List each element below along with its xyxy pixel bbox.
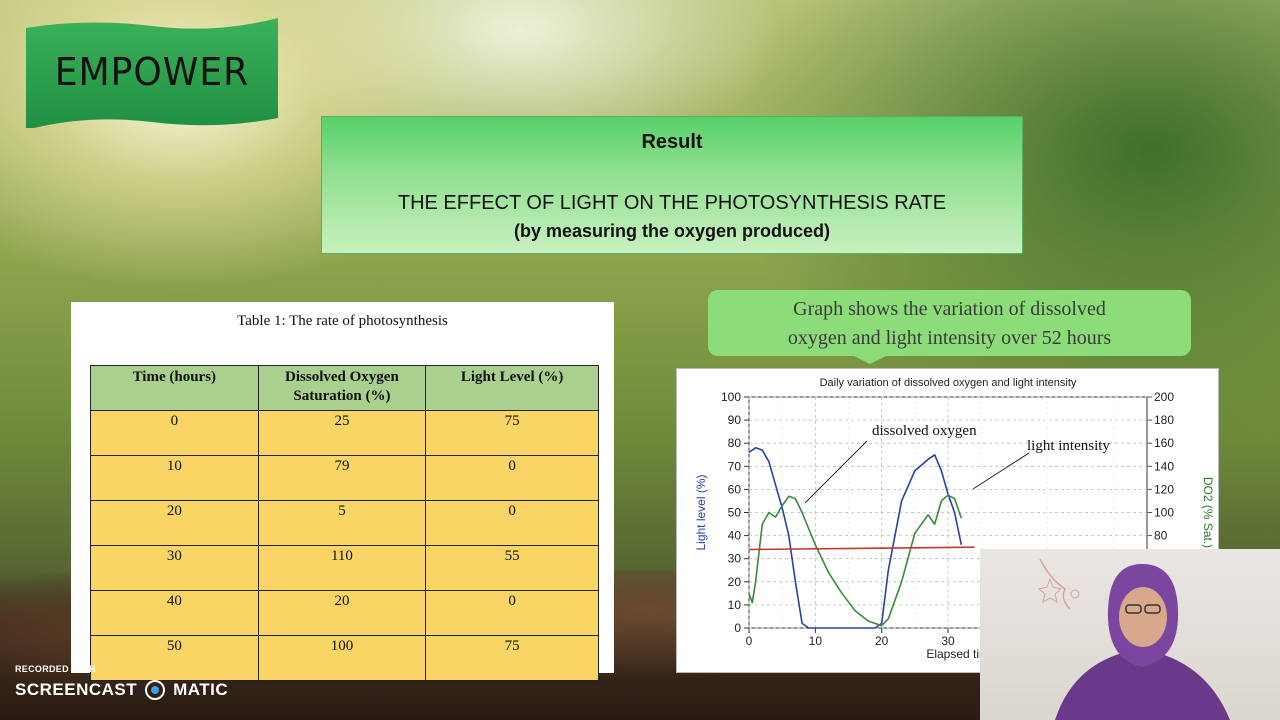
x-tick-label: 20 [875, 634, 889, 648]
table-cell: 40 [90, 590, 259, 636]
y-tick-label: 40 [728, 529, 742, 543]
graph-callout: Graph shows the variation of dissolved o… [708, 290, 1191, 356]
y2-tick-label: 140 [1154, 459, 1174, 473]
y-tick-label: 50 [728, 506, 742, 520]
watermark-brand-right: MATIC [173, 680, 229, 699]
callout-line-2: oxygen and light intensity over 52 hours [787, 327, 1112, 349]
column-header-oxygen: Dissolved Oxygen Saturation (%) [257, 365, 427, 411]
table-cell: 5 [257, 500, 427, 546]
y2-tick-label: 200 [1154, 390, 1174, 404]
dissolved-oxygen-line [748, 494, 963, 627]
photosynthesis-table: Time (hours) Dissolved Oxygen Saturation… [90, 365, 599, 681]
y-tick-label: 70 [728, 459, 742, 473]
table-caption: Table 1: The rate of photosynthesis [237, 313, 448, 329]
callout-tail [850, 354, 890, 364]
table-cell: 75 [425, 635, 599, 681]
presenter-video [1037, 558, 1230, 720]
table-row: 0 25 75 [90, 410, 599, 456]
y-tick-label: 90 [728, 413, 742, 427]
record-dot-icon [145, 680, 166, 700]
y2-tick-label: 160 [1154, 436, 1174, 450]
y-axis-label: Light level (%) [694, 474, 708, 550]
slide-title: THE EFFECT OF LIGHT ON THE PHOTOSYNTHESI… [397, 192, 947, 214]
table-row: 40 20 0 [90, 590, 599, 636]
watermark-brand-left: SCREENCAST [15, 680, 138, 699]
column-header-time: Time (hours) [90, 365, 259, 411]
result-title-box: Result THE EFFECT OF LIGHT ON THE PHOTOS… [321, 116, 1023, 254]
wall-decoration-icon [1037, 558, 1080, 610]
screencast-watermark: RECORDED WITH SCREENCAST MATIC [15, 664, 228, 700]
table-cell: 20 [257, 590, 427, 636]
table-row: 20 5 0 [90, 500, 599, 546]
x-tick-label: 30 [941, 634, 955, 648]
y2-axis-label: DO2 (% Sat.) [1201, 477, 1215, 548]
table-cell: 20 [90, 500, 259, 546]
y-tick-label: 60 [728, 482, 742, 496]
y2-tick-label: 80 [1154, 529, 1168, 543]
table-cell: 79 [257, 455, 427, 501]
light-intensity-line [748, 447, 963, 629]
y2-tick-label: 180 [1154, 413, 1174, 427]
table-row: 50 100 75 [90, 635, 599, 681]
y-tick-label: 100 [721, 390, 741, 404]
table-row: 30 110 55 [90, 545, 599, 591]
table-cell: 30 [90, 545, 259, 591]
slide-subtitle: (by measuring the oxygen produced) [513, 221, 831, 241]
callout-line-1: Graph shows the variation of dissolved [793, 298, 1106, 320]
table-cell: 0 [425, 455, 599, 501]
annotation-pointer [804, 440, 868, 504]
y-tick-label: 80 [728, 436, 742, 450]
x-tick-label: 10 [809, 634, 823, 648]
chart-title: Daily variation of dissolved oxygen and … [820, 377, 1077, 389]
logo-text: EMPOWER [54, 50, 250, 94]
y2-tick-label: 120 [1154, 482, 1174, 496]
annotation-light-intensity: light intensity [1027, 438, 1110, 454]
y2-tick-label: 100 [1154, 506, 1174, 520]
table-row: 10 79 0 [90, 455, 599, 501]
table-cell: 100 [257, 635, 427, 681]
annotation-pointer [972, 452, 1030, 490]
webcam-overlay [980, 549, 1280, 720]
column-header-light: Light Level (%) [425, 365, 599, 411]
watermark-recorded-text: RECORDED WITH [15, 664, 96, 674]
empower-logo: EMPOWER [26, 18, 278, 128]
table-cell: 10 [90, 455, 259, 501]
table-cell: 75 [425, 410, 599, 456]
y-tick-label: 20 [728, 575, 742, 589]
x-tick-label: 0 [746, 634, 753, 648]
y-tick-label: 10 [728, 598, 742, 612]
table-panel: Table 1: The rate of photosynthesis Time… [71, 302, 614, 681]
annotation-dissolved-oxygen: dissolved oxygen [872, 423, 977, 439]
table-cell: 25 [257, 410, 427, 456]
banner-shape [26, 18, 278, 128]
table-cell: 50 [90, 635, 259, 681]
table-cell: 0 [425, 590, 599, 636]
table-cell: 0 [90, 410, 259, 456]
table-cell: 55 [425, 545, 599, 591]
y-tick-label: 30 [728, 552, 742, 566]
y-tick-label: 0 [734, 621, 741, 635]
table-cell: 110 [257, 545, 427, 591]
table-cell: 0 [425, 500, 599, 546]
result-heading: Result [641, 131, 703, 153]
reference-line [748, 546, 975, 551]
table-header-row: Time (hours) Dissolved Oxygen Saturation… [90, 365, 599, 411]
